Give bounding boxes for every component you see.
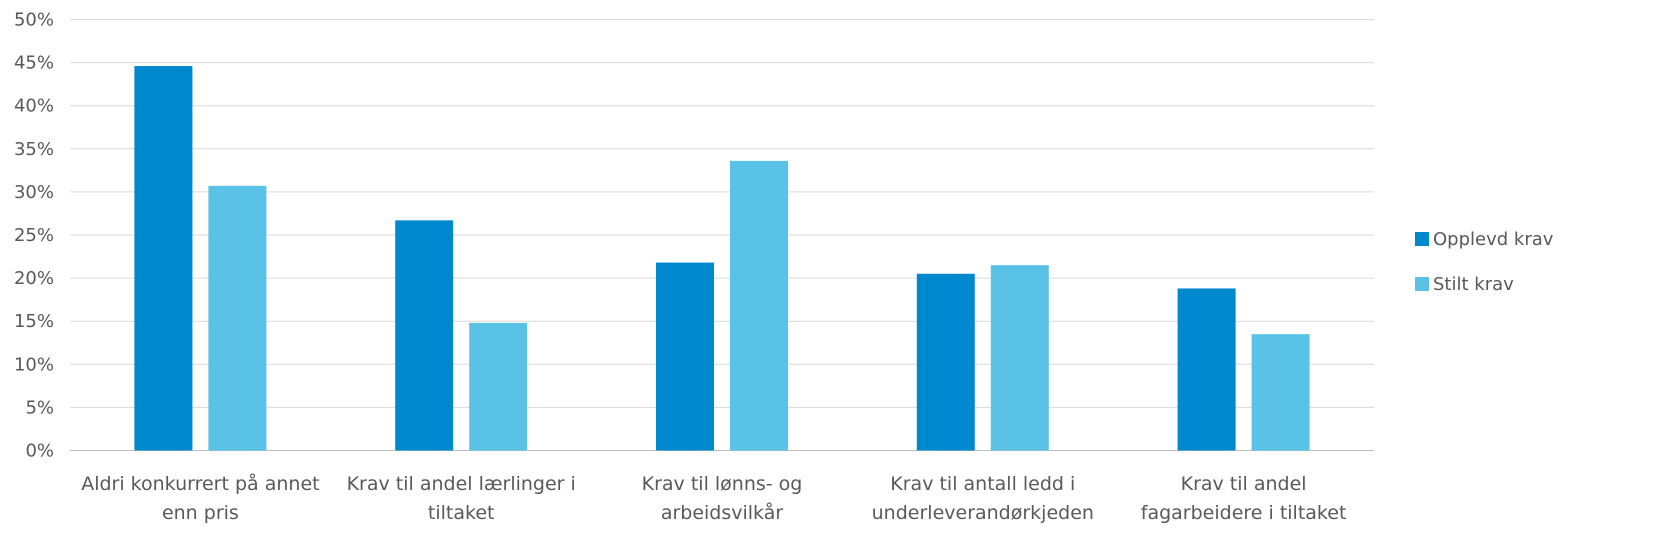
x-tick-label: enn pris — [162, 502, 239, 524]
y-tick-label: 15% — [14, 311, 54, 332]
bar-opplevd-krav — [656, 262, 714, 451]
bar-stilt-krav — [208, 185, 267, 451]
y-tick-label: 50% — [14, 10, 54, 31]
y-tick-label: 45% — [14, 53, 54, 74]
x-tick-label: Krav til antall ledd i — [890, 473, 1075, 495]
x-tick-label: Aldri konkurrert på annet — [81, 472, 319, 495]
y-tick-label: 35% — [14, 139, 54, 160]
bar-opplevd-krav — [134, 66, 193, 451]
y-tick-label: 20% — [14, 268, 54, 289]
legend-label: Opplevd krav — [1433, 229, 1554, 250]
legend: Opplevd krav Stilt krav — [1415, 229, 1554, 295]
legend-swatch — [1415, 277, 1429, 291]
x-axis: Aldri konkurrert på annet enn pris Krav ti… — [81, 472, 1346, 524]
y-tick-label: 30% — [14, 182, 54, 203]
y-tick-label: 10% — [14, 354, 54, 375]
y-tick-label: 25% — [14, 225, 54, 246]
y-tick-label: 5% — [25, 397, 54, 418]
x-tick-label: fagarbeidere i tiltaket — [1141, 502, 1347, 524]
bar-opplevd-krav — [1177, 288, 1236, 451]
bar-stilt-krav — [990, 265, 1049, 451]
x-tick-label: Krav til andel lærlinger i — [347, 473, 576, 495]
bar-stilt-krav — [1251, 334, 1310, 451]
x-tick-label: tiltaket — [428, 502, 495, 524]
bar-opplevd-krav — [916, 273, 975, 451]
y-axis: 0% 5% 10% 15% 20% 25% 30% 35% 40% 45% 50% — [14, 10, 54, 462]
bar-stilt-krav — [730, 160, 788, 451]
legend-label: Stilt krav — [1433, 274, 1514, 295]
x-tick-label: Krav til andel — [1181, 473, 1307, 495]
bar-stilt-krav — [469, 322, 528, 451]
bars — [134, 66, 1310, 451]
x-tick-label: underleverandørkjeden — [872, 502, 1094, 524]
legend-swatch — [1415, 232, 1429, 246]
y-tick-label: 40% — [14, 96, 54, 117]
y-tick-label: 0% — [25, 441, 54, 462]
bar-opplevd-krav — [395, 220, 454, 451]
x-tick-label: Krav til lønns- og — [642, 473, 803, 495]
x-tick-label: arbeidsvilkår — [661, 501, 784, 524]
gridlines — [70, 19, 1374, 451]
